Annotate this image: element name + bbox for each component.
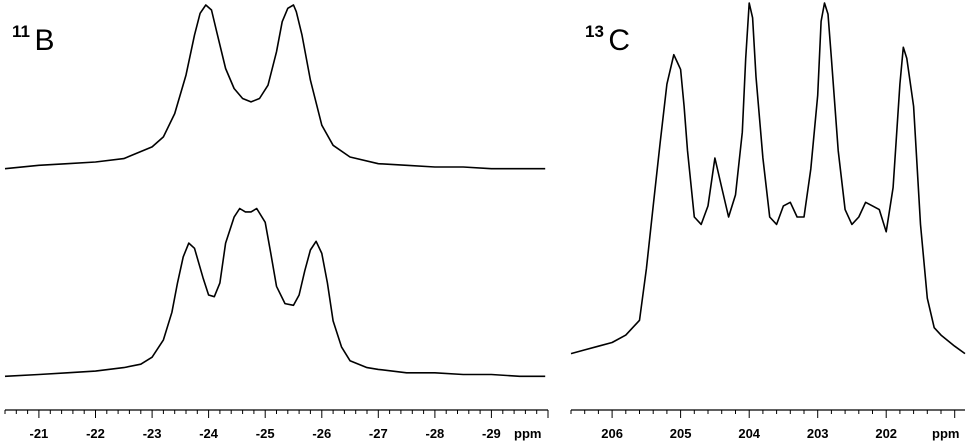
carbon-13-panel: 13 C 206 205 204 203 202 ppm <box>570 2 966 441</box>
boron-tick-label: -23 <box>143 426 162 441</box>
boron-tick-label: -24 <box>199 426 219 441</box>
boron-axis-ticks <box>4 410 549 418</box>
carbon-series-group <box>570 2 966 355</box>
carbon-tick-label: 204 <box>738 426 760 441</box>
boron-tick-labels: -21 -22 -23 -24 -25 -26 -27 -28 -29 <box>30 426 501 441</box>
boron-element-symbol: B <box>34 24 54 57</box>
boron-tick-label: -27 <box>369 426 388 441</box>
boron-mass-number: 11 <box>12 22 30 41</box>
carbon-tick-label: 205 <box>670 426 692 441</box>
boron-tick-label: -28 <box>426 426 445 441</box>
carbon-spectrum-line-1 <box>570 2 966 355</box>
boron-tick-label: -29 <box>482 426 501 441</box>
carbon-element-symbol: C <box>608 24 630 57</box>
boron-tick-label: -25 <box>256 426 275 441</box>
carbon-axis-ticks <box>570 410 956 418</box>
boron-nucleus-label: 11 B <box>12 22 54 57</box>
boron-axis-unit-label: ppm <box>514 426 541 441</box>
boron-series-group <box>4 4 546 378</box>
carbon-mass-number: 13 <box>585 22 604 41</box>
carbon-tick-label: 202 <box>875 426 897 441</box>
boron-tick-label: -21 <box>30 426 49 441</box>
boron-tick-label: -22 <box>86 426 105 441</box>
carbon-nucleus-label: 13 C <box>585 22 630 57</box>
boron-spectrum-line-1 <box>4 4 546 170</box>
boron-tick-label: -26 <box>312 426 331 441</box>
boron-11-panel: 11 B -21 -22 -23 -24 -25 -26 -27 -28 -29 ppm <box>4 4 549 441</box>
boron-spectrum-line-2 <box>4 207 546 378</box>
carbon-tick-label: 206 <box>601 426 623 441</box>
carbon-tick-labels: 206 205 204 203 202 <box>601 426 897 441</box>
carbon-axis-unit-label: ppm <box>932 426 959 441</box>
carbon-tick-label: 203 <box>807 426 829 441</box>
